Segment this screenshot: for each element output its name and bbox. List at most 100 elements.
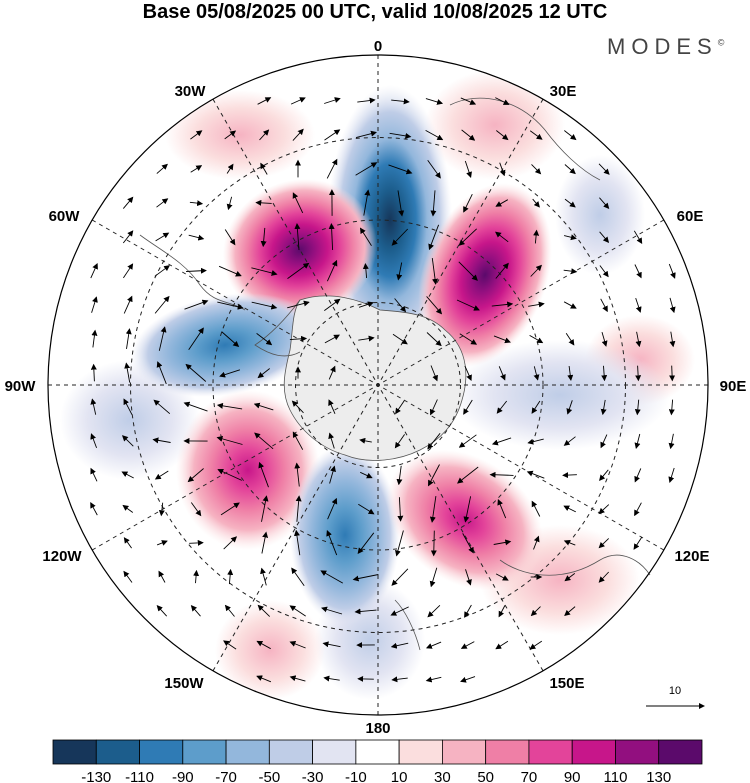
wind-vector: [226, 196, 233, 211]
weak-positive-patch: [165, 90, 315, 180]
wind-vector: [391, 228, 409, 246]
wind-vector: [289, 335, 308, 342]
wind-vector: [190, 165, 203, 173]
wind-vector: [390, 642, 409, 649]
wind-vector: [495, 97, 510, 105]
wind-vector: [90, 467, 98, 482]
wind-vector: [123, 398, 133, 415]
wind-vector: [156, 605, 168, 617]
wind-vector: [328, 432, 335, 449]
wind-vector: [258, 461, 269, 488]
wind-vector: [563, 539, 576, 546]
wind-vector: [187, 468, 204, 483]
wind-vector: [324, 334, 340, 344]
wind-vector: [360, 471, 373, 479]
wind-vector: [290, 97, 306, 105]
wind-vector: [529, 130, 543, 140]
wind-vector: [123, 570, 133, 583]
colorbar-tick-label: 50: [477, 769, 494, 783]
wind-vector: [669, 297, 676, 314]
wind-vector: [491, 437, 512, 446]
wind-vector: [425, 676, 442, 683]
wind-vector: [362, 263, 369, 279]
wind-vector: [531, 500, 541, 517]
lon-label-60w: 60W: [49, 208, 81, 225]
wind-vector: [426, 332, 442, 347]
wind-vector: [599, 469, 609, 481]
wind-vector: [428, 464, 440, 487]
wind-vector: [429, 567, 438, 588]
reference-vector-label: 10: [669, 685, 681, 697]
wind-vector: [328, 365, 336, 380]
wind-vector: [289, 641, 306, 649]
lon-label-180: 180: [365, 720, 390, 737]
wind-vector: [495, 640, 509, 650]
wind-vector: [190, 605, 201, 617]
wind-vector: [257, 97, 272, 105]
wind-vector: [600, 399, 607, 416]
wind-vector: [668, 467, 675, 483]
wind-vector: [256, 640, 271, 650]
wind-vector: [601, 365, 608, 382]
wind-vector: [390, 606, 409, 616]
wind-vector: [635, 297, 642, 313]
wind-vector: [425, 98, 444, 105]
colorbar-swatch: [441, 739, 487, 765]
wind-vector: [395, 530, 404, 557]
weak-negative-patch: [450, 340, 670, 450]
wind-vector: [499, 162, 506, 177]
colorbar-tick-label: 10: [391, 769, 408, 783]
wind-vector: [531, 400, 541, 414]
wind-vector: [532, 198, 540, 208]
wind-vectors: [90, 97, 676, 683]
wind-vector: [260, 567, 267, 586]
colorbar-swatch: [658, 739, 703, 765]
wind-vector: [259, 129, 270, 141]
lon-label-150w: 150W: [164, 675, 204, 692]
wind-vector: [527, 438, 544, 445]
wind-vector: [224, 604, 235, 617]
south-america-coast: [139, 234, 246, 311]
wind-vector: [564, 198, 576, 208]
wind-vector: [563, 436, 576, 446]
colorbar: -130 -110 -90 -70 -50 -30 -10 10 30 50 70 90 110 130: [52, 739, 703, 783]
wind-vector: [431, 258, 439, 285]
wind-vector: [327, 497, 338, 520]
wind-vector: [328, 399, 336, 414]
colorbar-tick-label: 30: [434, 769, 451, 783]
wind-vector: [255, 199, 272, 206]
wind-vector: [430, 365, 438, 382]
wind-vector: [257, 604, 271, 617]
meridian-line: [212, 98, 544, 672]
wind-vector: [564, 573, 576, 582]
wind-vector: [251, 301, 278, 310]
colorbar-swatch: [182, 739, 227, 765]
wind-vector: [227, 568, 234, 585]
wind-vector: [287, 300, 310, 309]
wind-vector: [158, 502, 165, 517]
wind-vector: [185, 363, 207, 382]
wind-vector: [90, 433, 98, 449]
wind-vector: [256, 675, 272, 683]
wind-vector: [293, 529, 301, 556]
wind-vector: [154, 470, 169, 480]
anomaly-center-positive: [418, 183, 552, 367]
wind-vector: [324, 298, 341, 311]
lon-label-90w: 90W: [5, 378, 37, 395]
wind-vector: [221, 331, 240, 348]
wind-vector: [391, 568, 409, 586]
longitude-labels: 0 30E 60E 90E 120E 150E 180 150W 120W 90…: [5, 38, 747, 737]
wind-vector: [186, 267, 207, 274]
map-disk: [47, 54, 709, 716]
wind-vector: [359, 227, 372, 246]
wind-vector: [530, 264, 542, 277]
wind-vector: [289, 605, 306, 617]
wind-vector: [460, 676, 476, 683]
wind-vector: [600, 434, 608, 449]
wind-vector: [220, 502, 240, 516]
lon-label-120w: 120W: [42, 548, 82, 565]
lon-label-30w: 30W: [175, 83, 207, 100]
wind-vector: [458, 228, 478, 246]
wind-vector: [389, 132, 412, 139]
wind-vector: [223, 536, 238, 550]
